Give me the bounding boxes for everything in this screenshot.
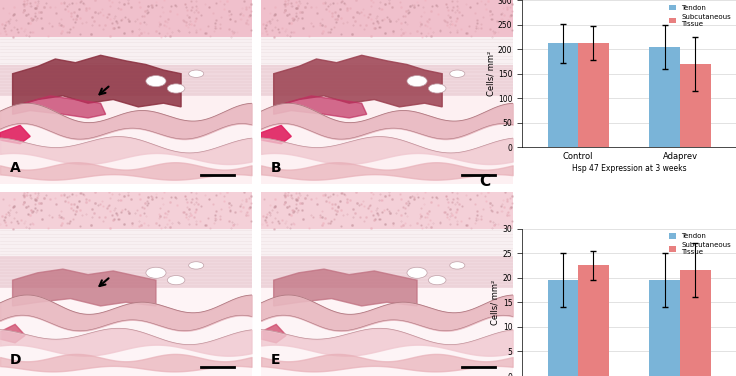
Polygon shape <box>13 96 106 118</box>
Bar <box>0 229 252 256</box>
Text: C: C <box>479 174 491 189</box>
Text: A: A <box>10 161 21 175</box>
Text: D: D <box>10 353 21 367</box>
Bar <box>261 0 513 37</box>
Legend: Tendon, Subcutaneous
Tissue: Tendon, Subcutaneous Tissue <box>668 232 732 257</box>
Polygon shape <box>0 324 25 343</box>
Ellipse shape <box>407 267 427 278</box>
Ellipse shape <box>167 84 185 93</box>
Polygon shape <box>274 55 442 107</box>
Bar <box>649 47 680 147</box>
Polygon shape <box>274 96 367 118</box>
Bar <box>680 64 710 147</box>
Bar <box>578 265 609 376</box>
Bar <box>0 256 252 288</box>
Ellipse shape <box>188 70 204 77</box>
Bar <box>0 0 252 37</box>
Y-axis label: Cells/ mm²: Cells/ mm² <box>491 280 500 325</box>
Polygon shape <box>13 55 181 107</box>
Bar <box>680 270 710 376</box>
Polygon shape <box>261 324 286 343</box>
Legend: Tendon, Subcutaneous
Tissue: Tendon, Subcutaneous Tissue <box>668 3 732 28</box>
Bar <box>548 43 578 147</box>
Polygon shape <box>13 269 156 306</box>
Text: B: B <box>271 161 282 175</box>
Ellipse shape <box>167 276 185 285</box>
Ellipse shape <box>188 262 204 269</box>
Polygon shape <box>0 125 30 144</box>
Ellipse shape <box>428 276 446 285</box>
Bar <box>261 192 513 229</box>
Bar <box>0 37 252 65</box>
Polygon shape <box>274 269 417 306</box>
Bar <box>261 256 513 288</box>
Ellipse shape <box>146 76 166 86</box>
Bar <box>548 280 578 376</box>
Ellipse shape <box>428 84 446 93</box>
Bar <box>0 65 252 96</box>
Bar <box>261 65 513 96</box>
Bar <box>0 192 252 229</box>
Bar <box>649 280 680 376</box>
Bar <box>261 229 513 256</box>
X-axis label: Hsp 47 Expression at 3 weeks: Hsp 47 Expression at 3 weeks <box>572 164 687 173</box>
Polygon shape <box>261 125 291 144</box>
Ellipse shape <box>407 76 427 86</box>
Ellipse shape <box>450 262 465 269</box>
Bar <box>578 43 609 147</box>
Bar <box>261 37 513 65</box>
Ellipse shape <box>450 70 465 77</box>
Ellipse shape <box>146 267 166 278</box>
Y-axis label: Cells/ mm²: Cells/ mm² <box>486 51 495 96</box>
Text: E: E <box>271 353 280 367</box>
